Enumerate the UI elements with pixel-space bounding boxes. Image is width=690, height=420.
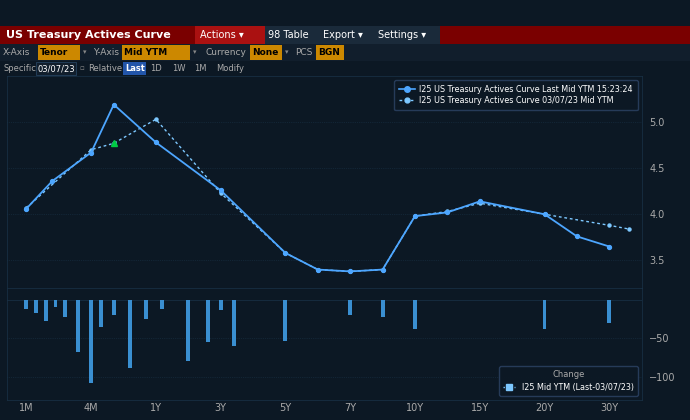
Text: 1D: 1D	[150, 64, 161, 73]
Text: Modify: Modify	[216, 64, 244, 73]
Bar	[38, 45, 80, 60]
Text: 03/07/23: 03/07/23	[38, 64, 76, 73]
Bar	[34, 299, 38, 313]
Bar	[63, 299, 67, 317]
Bar	[89, 299, 93, 383]
Bar	[250, 45, 282, 60]
Bar	[112, 299, 116, 315]
Text: 7Y: 7Y	[344, 403, 356, 413]
Text: ▫: ▫	[79, 66, 83, 71]
Bar	[195, 26, 265, 44]
Text: Currency: Currency	[205, 48, 246, 57]
Text: ▾: ▾	[83, 50, 86, 55]
Text: Relative: Relative	[88, 64, 122, 73]
Text: Last: Last	[125, 64, 145, 73]
Text: BGN: BGN	[318, 48, 340, 57]
Bar	[54, 299, 57, 307]
Text: Mid YTM: Mid YTM	[124, 48, 167, 57]
Legend: I25 Mid YTM (Last-03/07/23): I25 Mid YTM (Last-03/07/23)	[499, 366, 638, 396]
Text: US Treasury Actives Curve: US Treasury Actives Curve	[6, 30, 170, 40]
Bar	[122, 45, 190, 60]
Bar	[186, 299, 190, 361]
Text: Specific: Specific	[3, 64, 36, 73]
Bar	[24, 299, 28, 309]
Text: Export ▾: Export ▾	[323, 30, 363, 40]
Bar	[413, 299, 417, 329]
Bar	[348, 299, 352, 315]
Text: 30Y: 30Y	[600, 403, 618, 413]
Bar	[76, 299, 80, 352]
Bar	[219, 299, 223, 310]
Text: 15Y: 15Y	[471, 403, 489, 413]
Text: Tenor: Tenor	[40, 48, 68, 57]
Text: Settings ▾: Settings ▾	[378, 30, 426, 40]
Bar	[284, 299, 287, 341]
Bar	[144, 299, 148, 319]
Bar	[36, 62, 76, 75]
Bar	[44, 299, 48, 321]
Text: 1Y: 1Y	[150, 403, 162, 413]
Bar	[160, 299, 164, 309]
Bar	[128, 299, 132, 368]
Bar	[381, 299, 384, 317]
Bar	[99, 299, 103, 327]
Bar	[316, 45, 344, 60]
Bar	[123, 62, 146, 75]
Legend: I25 US Treasury Actives Curve Last Mid YTM 15:23:24, I25 US Treasury Actives Cur: I25 US Treasury Actives Curve Last Mid Y…	[395, 80, 638, 110]
Text: 1M: 1M	[194, 64, 206, 73]
Text: 3Y: 3Y	[215, 403, 226, 413]
Text: 10Y: 10Y	[406, 403, 424, 413]
Text: 1M: 1M	[19, 403, 34, 413]
Bar	[320, 26, 375, 44]
Text: X-Axis: X-Axis	[3, 48, 30, 57]
Bar	[0, 26, 195, 44]
Bar	[206, 299, 210, 342]
Bar	[607, 299, 611, 323]
Text: 20Y: 20Y	[535, 403, 553, 413]
Text: Y-Axis: Y-Axis	[93, 48, 119, 57]
Text: 1W: 1W	[172, 64, 186, 73]
Text: 5Y: 5Y	[279, 403, 291, 413]
Bar	[265, 26, 320, 44]
Text: None: None	[252, 48, 278, 57]
Text: ▾: ▾	[285, 50, 288, 55]
Text: ▾: ▾	[193, 50, 197, 55]
Text: PCS: PCS	[295, 48, 313, 57]
Text: 4M: 4M	[83, 403, 99, 413]
Bar	[542, 299, 546, 329]
Bar	[375, 26, 440, 44]
Text: 98 Table: 98 Table	[268, 30, 308, 40]
Text: Actions ▾: Actions ▾	[200, 30, 244, 40]
Bar	[232, 299, 235, 346]
Bar	[440, 26, 690, 44]
